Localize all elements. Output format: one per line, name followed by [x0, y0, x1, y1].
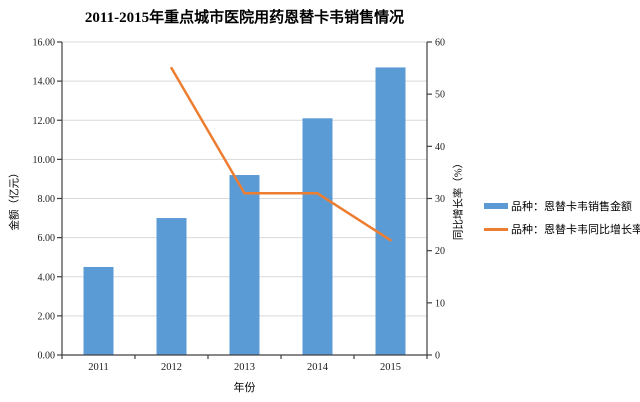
right-axis-tick-label: 30 — [435, 194, 445, 205]
legend-item-sales: 品种：恩替卡韦销售金额 — [484, 198, 640, 214]
right-axis-tick-label: 10 — [435, 298, 445, 309]
x-axis-tick-label: 2014 — [307, 362, 329, 373]
x-axis-title: 年份 — [233, 382, 256, 394]
left-axis-tick-label: 16.00 — [33, 38, 56, 49]
right-axis-tick-label: 0 — [435, 351, 440, 362]
right-axis-tick-label: 40 — [435, 142, 445, 153]
right-axis-title: 同比增长率（%） — [453, 157, 465, 241]
bar — [302, 118, 333, 355]
left-axis-tick-label: 0.00 — [38, 351, 56, 362]
right-axis-tick-label: 20 — [435, 246, 445, 257]
left-axis-title: 金额（亿元） — [9, 167, 21, 231]
bar — [156, 218, 187, 355]
right-axis-tick-label: 60 — [435, 38, 445, 49]
x-axis-tick-label: 2015 — [380, 362, 401, 373]
legend: 品种：恩替卡韦销售金额 品种：恩替卡韦同比增长率 — [484, 198, 640, 244]
x-axis-tick-label: 2011 — [88, 362, 109, 373]
line-series — [170, 66, 392, 242]
chart-title: 2011-2015年重点城市医院用药恩替卡韦销售情况 — [84, 10, 405, 26]
x-axis-tick-label: 2012 — [161, 362, 182, 373]
left-axis-tick-label: 12.00 — [33, 116, 56, 127]
left-axis-tick-label: 4.00 — [38, 272, 56, 283]
right-axis-tick-label: 50 — [435, 90, 445, 101]
legend-item-growth: 品种：恩替卡韦同比增长率 — [484, 221, 640, 237]
bar — [229, 175, 260, 355]
x-axis-tick-label: 2013 — [234, 362, 255, 373]
left-axis-tick-label: 6.00 — [38, 233, 56, 244]
legend-label-growth: 品种：恩替卡韦同比增长率 — [511, 224, 640, 236]
line-series-swatch — [484, 227, 508, 231]
bar — [375, 67, 406, 356]
left-axis-tick-label: 2.00 — [38, 311, 56, 322]
legend-label-sales: 品种：恩替卡韦销售金额 — [511, 201, 632, 213]
left-axis-tick-label: 8.00 — [38, 194, 56, 205]
bar-series-swatch — [484, 203, 508, 209]
left-axis-tick-label: 10.00 — [33, 155, 56, 166]
left-axis-tick-label: 14.00 — [33, 77, 56, 88]
bar — [83, 266, 114, 355]
